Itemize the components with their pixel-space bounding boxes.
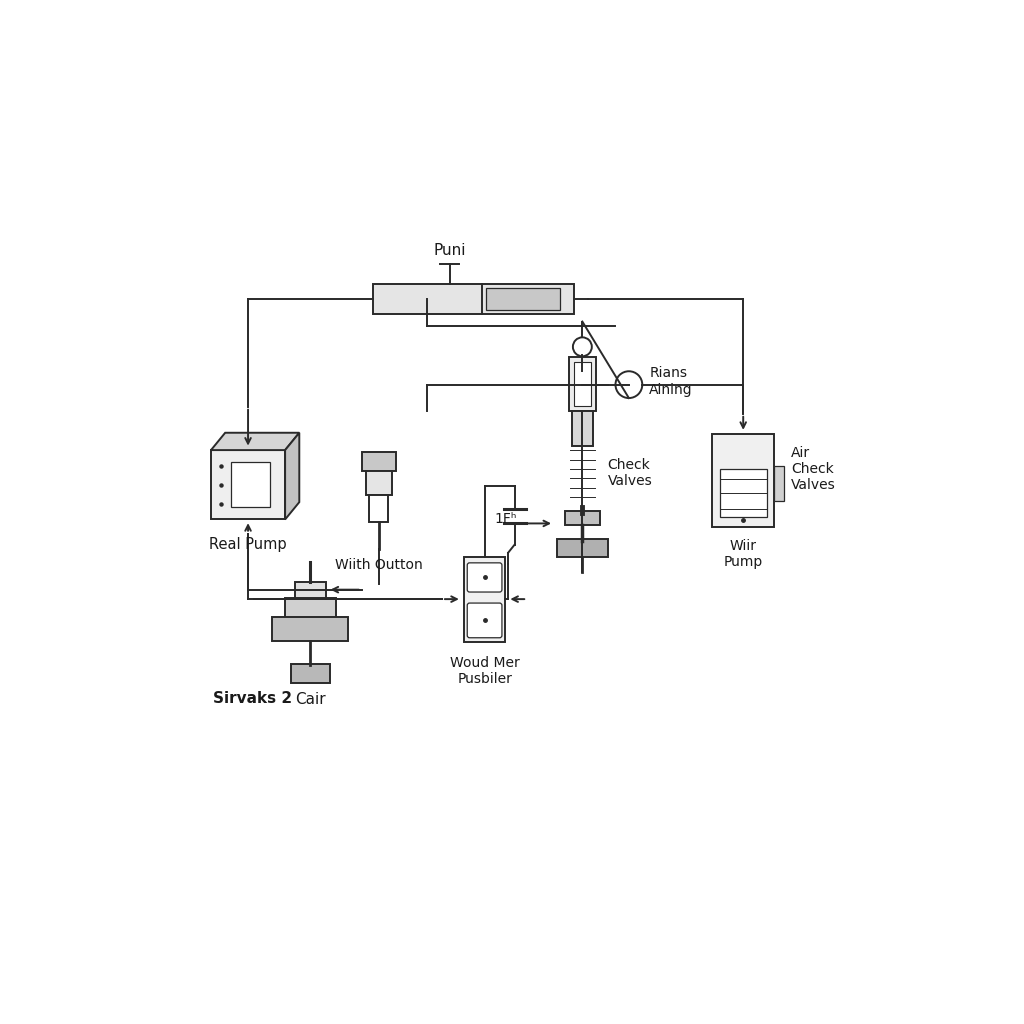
FancyBboxPatch shape — [464, 557, 505, 642]
Text: Rians
Aining: Rians Aining — [649, 367, 693, 396]
FancyBboxPatch shape — [272, 617, 348, 641]
FancyBboxPatch shape — [295, 582, 326, 599]
Text: Woud Mer
Pusbiler: Woud Mer Pusbiler — [450, 656, 519, 686]
Text: Puni: Puni — [433, 244, 466, 258]
FancyBboxPatch shape — [467, 603, 502, 638]
FancyBboxPatch shape — [211, 451, 285, 519]
Polygon shape — [285, 433, 299, 519]
Text: Cair: Cair — [295, 692, 326, 708]
Text: Sirvaks 2: Sirvaks 2 — [213, 691, 293, 706]
Text: 1Fʰ: 1Fʰ — [495, 512, 517, 525]
Polygon shape — [211, 433, 299, 451]
FancyBboxPatch shape — [720, 469, 767, 517]
FancyBboxPatch shape — [774, 466, 784, 502]
FancyBboxPatch shape — [291, 664, 330, 683]
FancyBboxPatch shape — [485, 288, 559, 309]
Text: Wiith Outton: Wiith Outton — [335, 558, 423, 572]
FancyBboxPatch shape — [285, 598, 336, 620]
Circle shape — [572, 337, 592, 356]
FancyBboxPatch shape — [557, 540, 607, 557]
Text: Real Pump: Real Pump — [209, 537, 287, 552]
Text: Air
Check
Valves: Air Check Valves — [792, 445, 836, 493]
FancyBboxPatch shape — [713, 433, 774, 526]
FancyBboxPatch shape — [374, 284, 573, 313]
FancyBboxPatch shape — [370, 495, 388, 522]
FancyBboxPatch shape — [367, 471, 391, 495]
FancyBboxPatch shape — [231, 463, 270, 507]
Text: Check
Valves: Check Valves — [607, 458, 652, 488]
FancyBboxPatch shape — [573, 361, 591, 406]
FancyBboxPatch shape — [565, 511, 600, 525]
FancyBboxPatch shape — [572, 411, 593, 446]
Text: Wiir
Pump: Wiir Pump — [724, 540, 763, 569]
FancyBboxPatch shape — [569, 357, 596, 411]
FancyBboxPatch shape — [361, 453, 396, 471]
Circle shape — [615, 372, 642, 398]
FancyBboxPatch shape — [467, 563, 502, 592]
